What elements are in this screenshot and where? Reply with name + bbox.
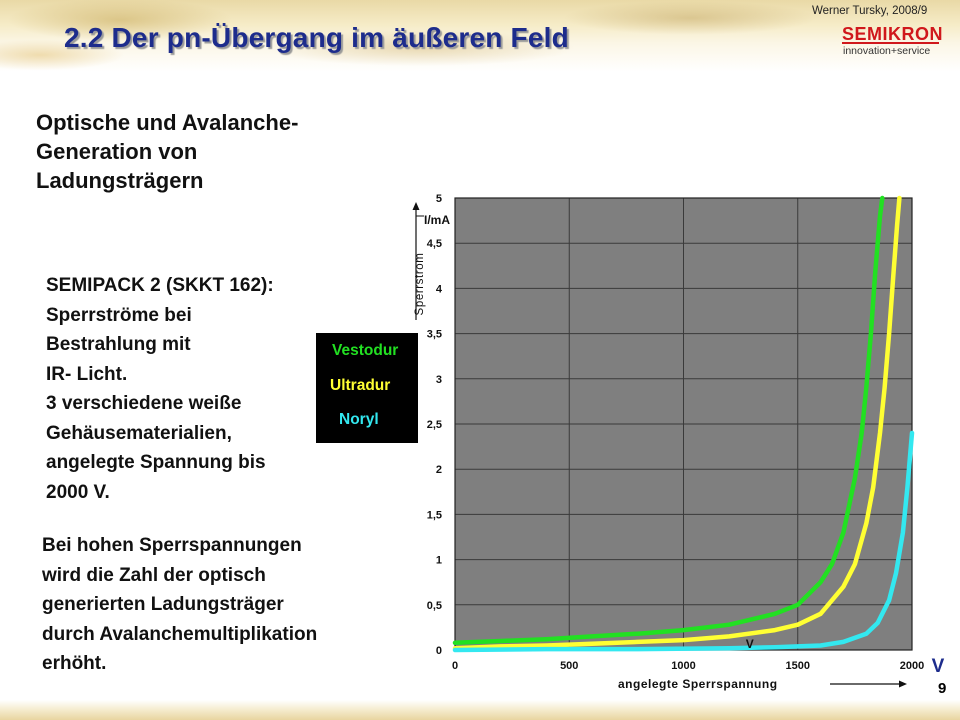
paragraph-line: erhöht. [42, 653, 107, 674]
y-tick-label: 3,5 [427, 329, 442, 341]
paragraph-line: Bei hohen Sperrspannungen [42, 535, 302, 556]
logo-underline [842, 42, 939, 44]
x-tick-label: 1500 [786, 660, 810, 672]
section-subtitle: Optische und Avalanche- Generation von L… [36, 108, 376, 195]
header-decoration [0, 0, 960, 72]
x-tick-label: 1000 [671, 660, 695, 672]
sperrstrom-chart: 0 0,5 1 1,5 2 2,5 3 3,5 4 4,5 5 0 500 1000 1500 2000 I/m… [412, 193, 945, 691]
x-tick-label: 0 [452, 660, 458, 672]
paragraph-line: 2000 V. [46, 481, 110, 503]
y-tick-label: 4,5 [427, 238, 442, 250]
paragraph-line: durch Avalanchemultiplikation [42, 623, 318, 645]
logo-word: SEMIKRON [842, 24, 944, 44]
logo-tagline: innovation+service [843, 45, 931, 57]
paragraph-line: Bestrahlung mit [46, 334, 191, 355]
legend-item-vestodur: Vestodur [332, 342, 399, 359]
legend-item-ultradur: Ultradur [330, 377, 391, 394]
y-tick-label: 0,5 [427, 600, 442, 612]
y-tick-label: 0 [436, 645, 442, 657]
slide-title: 2.2 Der pn-Übergang im äußeren Feld [64, 22, 569, 53]
y-tick-label: 1,5 [427, 509, 442, 521]
paragraph-line: wird die Zahl der optisch [42, 564, 266, 586]
x-axis-label: angelegte Sperrspannung [618, 677, 778, 691]
x-unit-label: V [932, 656, 945, 677]
y-axis-arrowhead [412, 202, 420, 210]
author-date: Werner Tursky, 2008/9 [812, 5, 928, 17]
page-number: 9 [938, 680, 947, 697]
y-tick-label: 1 [436, 555, 442, 567]
conclusion-paragraph: Bei hohen Sperrspannungen wird die Zahl … [42, 531, 412, 679]
y-tick-label: 2 [436, 464, 442, 476]
x-unit-label-inside: V [746, 637, 754, 651]
series-line-vestodur [452, 195, 885, 646]
paragraph-line: angelegte Spannung bis [46, 452, 266, 473]
series-line-noryl [452, 430, 915, 653]
subtitle-line: Optische und Avalanche- [36, 110, 299, 135]
y-tick-label: 4 [436, 283, 443, 295]
x-tick-label: 2000 [900, 660, 924, 672]
legend-item-noryl: Noryl [339, 411, 379, 428]
x-tick-label: 500 [560, 660, 578, 672]
y-unit-label: I/mA [424, 213, 450, 227]
subtitle-line: Ladungsträgern [36, 168, 204, 193]
paragraph-line: SEMIPACK 2 (SKKT 162): [46, 275, 274, 296]
y-tick-label: 5 [436, 193, 442, 205]
company-logo: SEMIKRON innovation+service [842, 24, 944, 58]
subtitle-line: Generation von [36, 139, 198, 164]
paragraph-line: 3 verschiedene weiße [46, 393, 242, 414]
paragraph-line: IR- Licht. [46, 363, 128, 385]
paragraph-line: generierten Ladungsträger [42, 594, 284, 615]
footer-band [0, 700, 960, 720]
y-tick-label: 2,5 [427, 419, 442, 431]
paragraph-line: Sperrströme bei [46, 304, 192, 326]
chart-legend: Vestodur Ultradur Noryl [316, 333, 418, 443]
y-axis-label: Sperrstrom [414, 253, 426, 316]
series-line-ultradur [452, 195, 902, 651]
y-tick-label: 3 [436, 374, 442, 386]
paragraph-line: Gehäusematerialien, [46, 422, 232, 444]
x-axis-arrowhead [899, 680, 907, 688]
description-paragraph: SEMIPACK 2 (SKKT 162): Sperrströme bei B… [46, 271, 346, 507]
